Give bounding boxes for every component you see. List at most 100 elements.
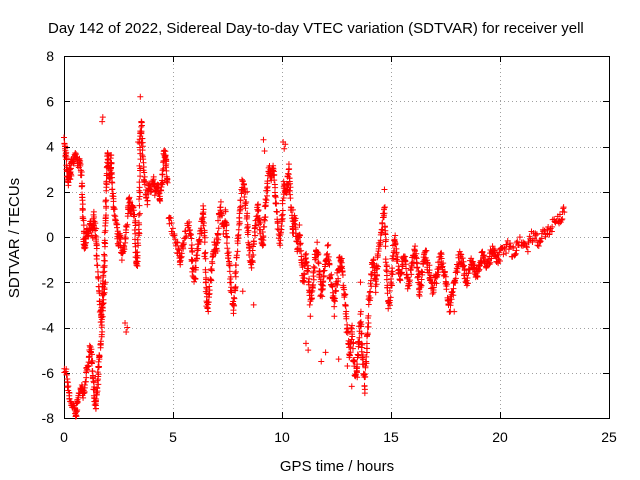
data-point (384, 284, 391, 291)
data-point (123, 329, 130, 336)
data-point (496, 249, 503, 256)
data-point (312, 255, 319, 262)
data-point (374, 272, 381, 279)
data-point (251, 232, 258, 239)
data-point (375, 263, 382, 270)
data-point (187, 232, 194, 239)
data-point (506, 240, 513, 247)
data-point (177, 254, 184, 261)
data-point (302, 340, 309, 347)
data-point (367, 280, 374, 287)
data-point (191, 278, 198, 285)
data-point (95, 381, 102, 388)
data-point (151, 192, 158, 199)
data-point (338, 263, 345, 270)
x-tick-label: 25 (601, 429, 617, 445)
data-point (430, 287, 437, 294)
data-point (260, 232, 267, 239)
data-point (134, 240, 141, 247)
data-point (385, 305, 392, 312)
data-point (357, 320, 364, 327)
data-point (349, 333, 356, 340)
data-point (234, 248, 241, 255)
data-point (381, 210, 388, 217)
data-point (254, 202, 261, 209)
data-point (228, 289, 235, 296)
data-point (363, 340, 370, 347)
data-point (386, 302, 393, 309)
data-point (136, 202, 143, 209)
data-point (358, 348, 365, 355)
data-point (224, 234, 231, 241)
data-point (96, 352, 103, 359)
data-point (510, 243, 517, 250)
x-tick-label: 20 (492, 429, 508, 445)
data-point (238, 190, 245, 197)
data-point (316, 271, 323, 278)
data-point (80, 394, 87, 401)
data-point (382, 230, 389, 237)
data-point (375, 243, 382, 250)
data-point (388, 282, 395, 289)
data-point (443, 286, 450, 293)
data-point (215, 217, 222, 224)
data-point (285, 171, 292, 178)
data-point (333, 287, 340, 294)
x-axis-label: GPS time / hours (280, 458, 394, 475)
data-point (244, 188, 251, 195)
data-point (239, 177, 246, 184)
data-point (408, 271, 415, 278)
data-point (346, 354, 353, 361)
data-point (244, 210, 251, 217)
data-point (239, 288, 246, 295)
data-point (340, 284, 347, 291)
data-point (341, 294, 348, 301)
data-point (452, 275, 459, 282)
data-point (389, 265, 396, 272)
data-point (328, 281, 335, 288)
data-point (322, 349, 329, 356)
data-point (272, 192, 279, 199)
data-point (81, 242, 88, 249)
data-point (143, 195, 150, 202)
data-point (94, 384, 101, 391)
data-point (279, 200, 286, 207)
data-point (237, 197, 244, 204)
data-point (377, 239, 384, 246)
data-point (124, 324, 131, 331)
data-point (495, 251, 502, 258)
data-point (308, 289, 315, 296)
data-point (426, 267, 433, 274)
data-point (99, 118, 106, 125)
data-point (325, 241, 332, 248)
data-point (72, 149, 79, 156)
data-point (209, 258, 216, 265)
data-point (320, 273, 327, 280)
data-point (529, 239, 536, 246)
data-point (450, 285, 457, 292)
data-point (315, 251, 322, 258)
data-point (182, 228, 189, 235)
data-point (189, 249, 196, 256)
data-point (192, 264, 199, 271)
data-point (540, 226, 547, 233)
data-point (224, 245, 231, 252)
data-point (381, 186, 388, 193)
data-point (287, 195, 294, 202)
data-point (79, 182, 86, 189)
data-point (96, 298, 103, 305)
data-point (344, 362, 351, 369)
data-point (214, 248, 221, 255)
y-axis-label: SDTVAR / TECUs (6, 178, 23, 298)
data-point (92, 232, 99, 239)
data-point (163, 167, 170, 174)
data-point (382, 243, 389, 250)
data-point (480, 255, 487, 262)
data-point (450, 292, 457, 299)
data-point (108, 170, 115, 177)
data-point (156, 195, 163, 202)
data-point (249, 259, 256, 266)
data-point (461, 262, 468, 269)
data-point (76, 160, 83, 167)
data-point (416, 270, 423, 277)
